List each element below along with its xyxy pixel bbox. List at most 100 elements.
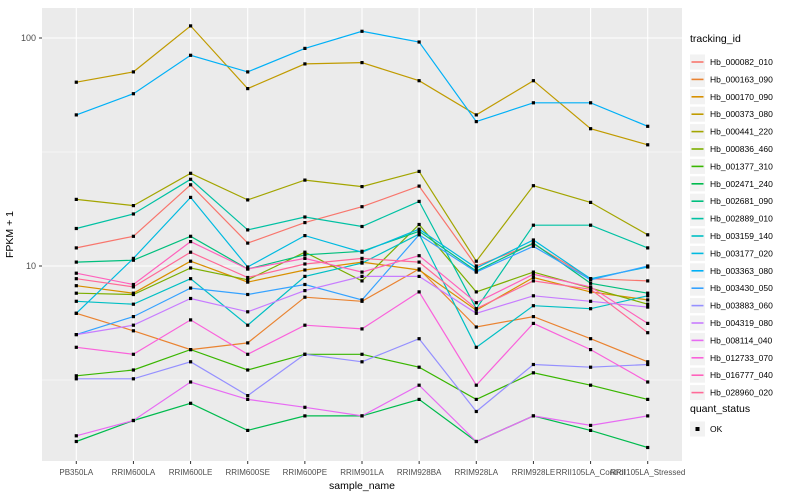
data-point — [646, 445, 650, 450]
data-point — [646, 380, 650, 384]
data-point — [531, 315, 535, 319]
data-point — [417, 229, 421, 233]
data-point — [531, 272, 535, 276]
data-point — [474, 397, 478, 401]
data-point — [189, 240, 193, 244]
data-point — [646, 362, 650, 367]
x-tick-label: RRIM901LA — [340, 468, 384, 477]
data-point — [646, 414, 650, 418]
data-point — [531, 414, 535, 418]
legend-label: Hb_001377_310 — [710, 161, 773, 171]
data-point — [246, 310, 250, 314]
data-point — [131, 70, 135, 74]
x-tick-label: RRIM600LA — [112, 468, 156, 477]
data-point — [74, 271, 78, 275]
data-point — [189, 277, 193, 281]
data-point — [303, 234, 307, 238]
data-point — [189, 183, 193, 187]
data-point — [360, 29, 364, 33]
legend-label: Hb_000163_090 — [710, 74, 773, 84]
data-point — [589, 285, 593, 289]
data-point — [360, 414, 364, 418]
legend-label: Hb_002681_090 — [710, 196, 773, 206]
data-point — [417, 169, 421, 173]
data-point — [189, 24, 193, 28]
data-point — [474, 264, 478, 268]
data-point — [417, 397, 421, 401]
data-point — [131, 212, 135, 216]
legend-label: Hb_003177_020 — [710, 248, 773, 258]
data-point — [589, 127, 593, 131]
data-point — [189, 250, 193, 254]
data-point — [303, 274, 307, 278]
data-point — [131, 315, 135, 319]
data-point — [189, 318, 193, 322]
legend-label: Hb_000373_080 — [710, 109, 773, 119]
x-tick-label: RRIM928BA — [397, 468, 442, 477]
data-point — [246, 280, 250, 284]
data-point — [74, 299, 78, 303]
data-point — [646, 302, 650, 306]
data-point — [360, 185, 364, 189]
data-point — [646, 124, 650, 128]
data-point — [589, 428, 593, 432]
data-point — [589, 287, 593, 291]
data-point — [360, 352, 364, 356]
data-point — [246, 87, 250, 91]
data-point — [531, 279, 535, 283]
data-point — [589, 365, 593, 369]
data-point — [303, 253, 307, 257]
x-tick-label: RRIM928LA — [454, 468, 498, 477]
legend-label: Hb_000170_090 — [710, 92, 773, 102]
data-point — [131, 329, 135, 333]
data-point — [74, 246, 78, 250]
data-point — [303, 289, 307, 293]
data-point — [474, 301, 478, 305]
data-point — [360, 298, 364, 302]
data-point — [303, 282, 307, 287]
data-point — [360, 261, 364, 265]
data-point — [474, 307, 478, 311]
data-point — [246, 352, 250, 356]
data-point — [246, 241, 250, 245]
legend-label-ok: OK — [710, 424, 723, 434]
legend-label: Hb_012733_070 — [710, 353, 773, 363]
data-point — [474, 383, 478, 387]
legend-title-tracking-id: tracking_id — [690, 33, 741, 45]
x-tick-label: RRIM928LE — [512, 468, 556, 477]
data-point — [131, 258, 135, 262]
data-point — [531, 223, 535, 227]
data-point — [246, 394, 250, 398]
legend-label: Hb_004319_080 — [710, 318, 773, 328]
data-point — [303, 268, 307, 272]
data-point — [417, 79, 421, 83]
data-point — [646, 360, 650, 364]
data-point — [189, 53, 193, 57]
data-point — [589, 337, 593, 341]
data-point — [246, 228, 250, 232]
data-point — [74, 439, 78, 444]
data-point — [360, 224, 364, 229]
data-point — [417, 268, 421, 272]
data-point — [246, 368, 250, 372]
legend-label: Hb_002471_240 — [710, 179, 773, 189]
data-point — [474, 259, 478, 263]
data-point — [189, 360, 193, 364]
data-point — [189, 286, 193, 290]
data-point — [131, 92, 135, 96]
data-point — [531, 321, 535, 325]
y-tick-label: 10 — [26, 261, 36, 271]
data-point — [646, 246, 650, 250]
data-point — [646, 264, 650, 268]
data-point — [417, 337, 421, 341]
data-point — [417, 233, 421, 237]
data-point — [189, 195, 193, 199]
data-point — [474, 113, 478, 117]
data-point — [74, 311, 78, 315]
data-point — [131, 204, 135, 208]
x-axis-title: sample_name — [329, 480, 395, 492]
data-point — [531, 79, 535, 83]
data-point — [303, 405, 307, 409]
legend-label: Hb_000836_460 — [710, 144, 773, 154]
